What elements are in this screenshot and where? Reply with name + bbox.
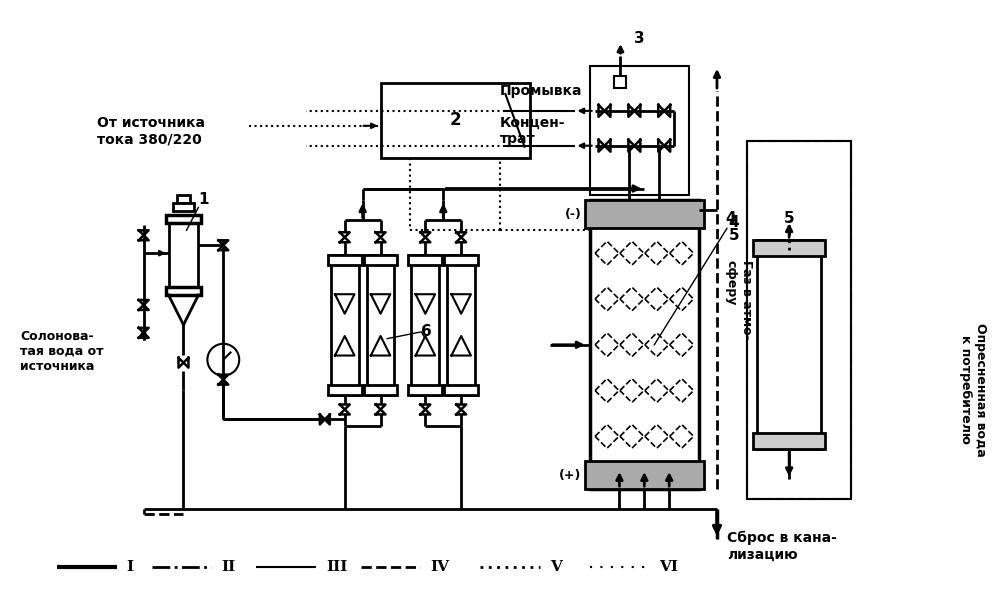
Text: Сброс в кана-
лизацию: Сброс в кана- лизацию xyxy=(727,531,837,562)
Bar xyxy=(364,385,397,394)
Bar xyxy=(166,287,201,295)
Text: I: I xyxy=(127,560,134,574)
Text: III: III xyxy=(326,560,347,574)
Bar xyxy=(328,385,362,394)
Text: 5: 5 xyxy=(784,211,794,226)
Bar xyxy=(447,255,475,394)
Bar xyxy=(177,196,190,203)
Bar xyxy=(408,255,442,265)
Bar xyxy=(747,141,851,499)
Bar xyxy=(328,255,362,265)
Text: 4: 4 xyxy=(729,215,739,230)
Text: Газ в атмо-
сферу: Газ в атмо- сферу xyxy=(725,260,753,340)
Bar xyxy=(166,215,201,224)
Text: Концен-
трат: Концен- трат xyxy=(500,116,566,146)
Bar xyxy=(169,215,198,295)
Text: 5: 5 xyxy=(729,228,739,243)
Text: 3: 3 xyxy=(634,31,645,46)
Text: Опресненная вода
к потребителю: Опресненная вода к потребителю xyxy=(959,323,987,457)
Bar xyxy=(590,200,699,489)
Bar xyxy=(367,255,394,394)
Bar xyxy=(381,83,530,158)
Bar xyxy=(444,255,478,265)
Bar xyxy=(614,76,626,88)
Bar xyxy=(411,255,439,394)
Bar xyxy=(444,385,478,394)
Text: 4: 4 xyxy=(725,211,736,226)
Bar xyxy=(753,240,825,256)
Text: От источника
тока 380/220: От источника тока 380/220 xyxy=(97,116,205,146)
Bar xyxy=(173,203,194,211)
Text: 1: 1 xyxy=(198,192,209,208)
Text: 6: 6 xyxy=(421,324,432,339)
Text: 2: 2 xyxy=(449,111,461,129)
Bar xyxy=(757,240,821,449)
Bar xyxy=(408,385,442,394)
Text: (-): (-) xyxy=(565,208,582,221)
Text: (+): (+) xyxy=(559,468,582,482)
Text: VI: VI xyxy=(659,560,678,574)
Text: Промывка: Промывка xyxy=(500,84,582,98)
Bar xyxy=(747,141,851,499)
Text: V: V xyxy=(550,560,562,574)
Bar xyxy=(753,433,825,449)
Text: Солонова-
тая вода от
источника: Солонова- тая вода от источника xyxy=(20,330,104,373)
Bar xyxy=(585,461,704,489)
Bar xyxy=(331,255,359,394)
Bar xyxy=(364,255,397,265)
Bar xyxy=(585,200,704,228)
Text: II: II xyxy=(221,560,236,574)
Text: IV: IV xyxy=(430,560,449,574)
Bar xyxy=(590,66,689,196)
